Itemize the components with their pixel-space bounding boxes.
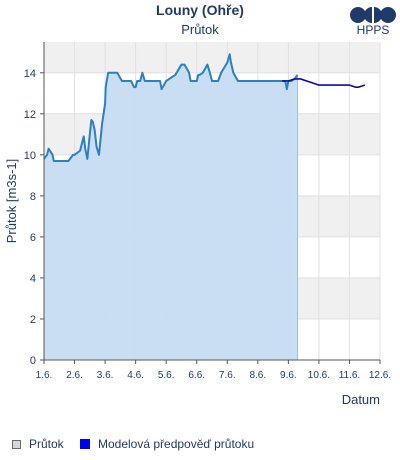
y-tick-label: 6: [30, 232, 36, 244]
observed-square-icon: [12, 440, 21, 449]
x-tick-label: 3.6.: [97, 370, 114, 381]
x-tick-label: 6.6.: [188, 370, 205, 381]
x-tick-label: 7.6.: [219, 370, 236, 381]
legend-label-forecast: Modelová předpověď průtoku: [98, 437, 255, 451]
observed-area: [44, 54, 298, 361]
forecast-square-icon: [80, 439, 90, 449]
chart-subtitle: Průtok: [181, 22, 219, 37]
x-tick-label: 5.6.: [158, 370, 175, 381]
x-tick-label: 4.6.: [127, 370, 144, 381]
observed-line: [43, 53, 299, 162]
x-tick-label: 2.6.: [66, 370, 83, 381]
chart-title: Louny (Ohře): [156, 2, 244, 18]
y-tick-label: 2: [30, 314, 36, 326]
legend-label-prutok: Průtok: [29, 437, 64, 451]
logo-mark-icon: [350, 7, 396, 23]
legend-item-prutok[interactable]: Průtok: [12, 437, 64, 451]
grid-band: [44, 42, 380, 73]
hpps-logo: HPPS: [348, 6, 398, 42]
x-tick-label: 10.6.: [308, 370, 330, 381]
y-tick-label: 8: [30, 191, 36, 203]
y-tick-label: 10: [24, 150, 36, 162]
x-tick-label: 1.6.: [36, 370, 53, 381]
y-tick-label: 14: [24, 68, 36, 80]
legend-item-forecast[interactable]: Modelová předpověď průtoku: [80, 437, 254, 451]
x-tick-label: 11.6.: [339, 370, 361, 381]
x-tick-label: 9.6.: [280, 370, 297, 381]
y-axis-title: Průtok [m3s-1]: [4, 159, 19, 244]
x-tick-label: 8.6.: [249, 370, 266, 381]
logo-text: HPPS: [356, 23, 390, 37]
y-tick-label: 12: [24, 109, 36, 121]
x-tick-label: 12.6.: [369, 370, 391, 381]
forecast-line: [282, 78, 365, 88]
y-tick-label: 0: [30, 355, 36, 367]
y-tick-label: 4: [30, 273, 36, 285]
x-axis-title: Datum: [342, 392, 380, 407]
